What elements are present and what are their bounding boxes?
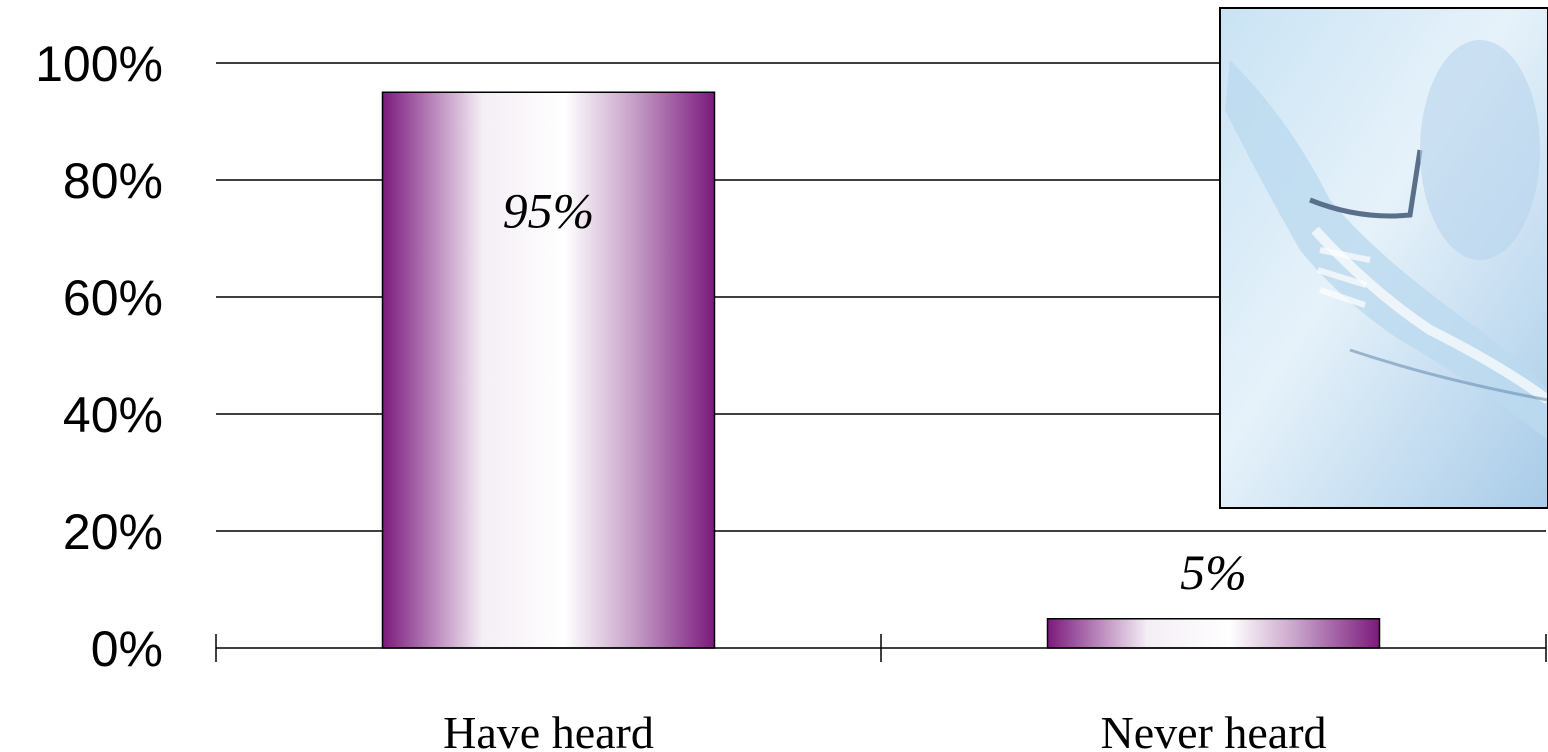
- data-label: 95%: [503, 182, 595, 238]
- x-tick-label: Have heard: [443, 707, 654, 752]
- data-label: 5%: [1180, 544, 1247, 600]
- data-labels: 95% 5%: [503, 182, 1247, 600]
- y-axis-ticks: 0% 20% 40% 60% 80% 100%: [35, 36, 163, 677]
- x-tick-label: Never heard: [1100, 707, 1326, 752]
- y-tick-label: 100%: [35, 36, 163, 92]
- inset-photo: [1219, 7, 1548, 509]
- bar: [1046, 618, 1381, 649]
- y-tick-label: 60%: [63, 270, 163, 326]
- y-tick-label: 20%: [63, 504, 163, 560]
- y-tick-label: 80%: [63, 153, 163, 209]
- bars: [381, 91, 1381, 649]
- bar: [381, 91, 716, 649]
- y-tick-label: 40%: [63, 387, 163, 443]
- x-axis: Have heard Never heard: [215, 634, 1547, 752]
- y-tick-label: 0%: [91, 621, 163, 677]
